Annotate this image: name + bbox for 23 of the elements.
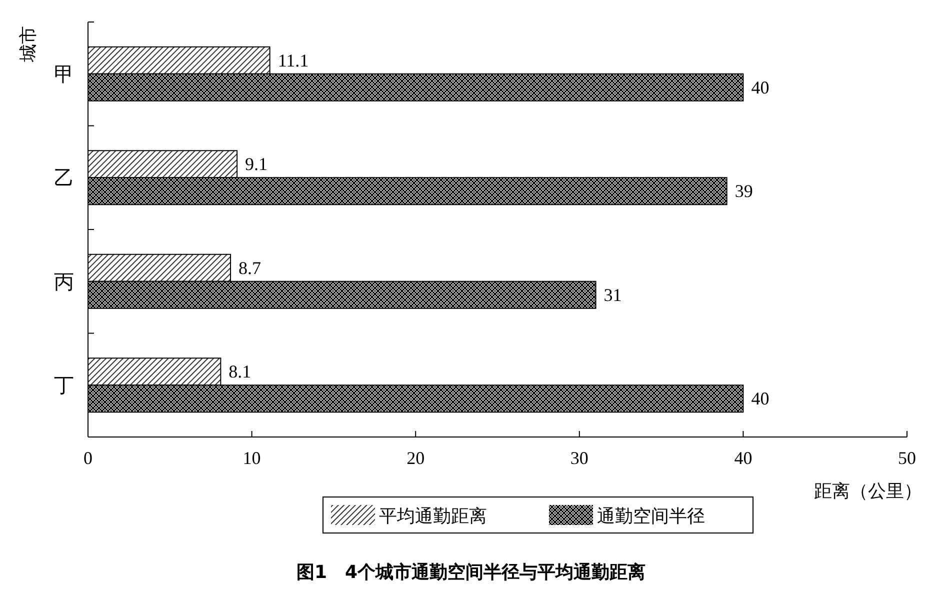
- data-label: 40: [751, 77, 770, 98]
- legend-label: 通勤空间半径: [597, 506, 705, 526]
- data-label: 39: [734, 181, 753, 202]
- data-label: 11.1: [278, 50, 309, 70]
- y-tick-label: 丙: [54, 271, 74, 294]
- data-label: 8.7: [238, 258, 262, 278]
- data-label: 9.1: [245, 154, 268, 174]
- y-tick-label: 丁: [54, 375, 74, 398]
- data-label: 31: [604, 284, 622, 305]
- x-axis-title: 距离（公里）: [814, 481, 922, 501]
- x-tick-label: 0: [84, 448, 92, 468]
- y-tick-label: 甲: [54, 64, 74, 86]
- x-tick-label: 20: [406, 448, 425, 468]
- data-label: 8.1: [228, 362, 252, 382]
- text: 图1 4个城市通勤空间半径与平均通勤距离: [296, 562, 646, 583]
- data-label: 40: [751, 388, 770, 409]
- y-tick-label: 乙: [54, 168, 74, 190]
- x-tick-label: 50: [898, 448, 916, 468]
- x-tick-label: 10: [242, 448, 261, 468]
- x-tick-label: 40: [734, 448, 752, 468]
- x-tick-label: 30: [570, 448, 588, 468]
- y-axis-title: 城市: [18, 26, 38, 63]
- legend-label: 平均通勤距离: [379, 506, 487, 526]
